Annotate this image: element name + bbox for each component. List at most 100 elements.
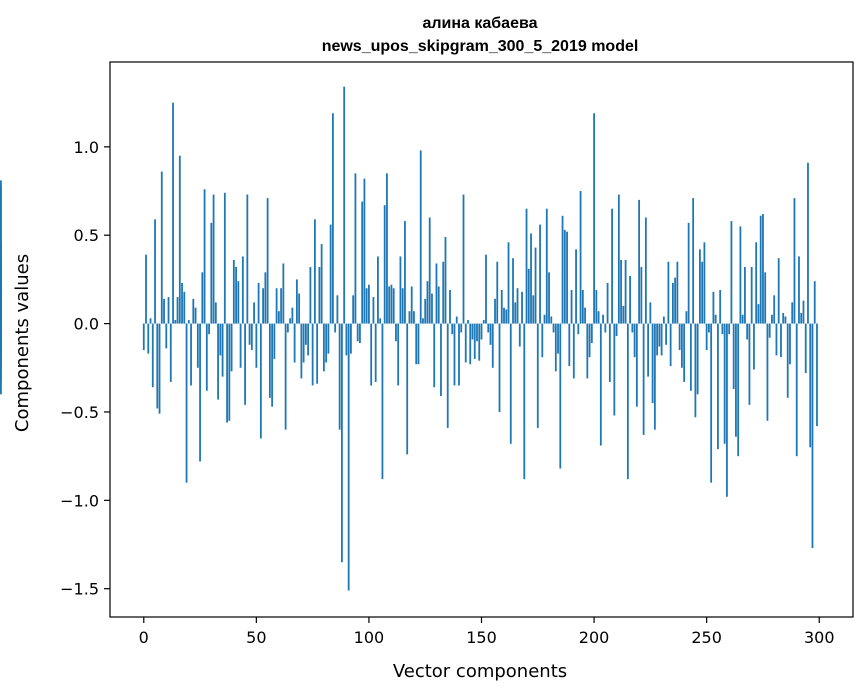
- bar: [633, 323, 636, 358]
- bar: [496, 261, 499, 324]
- x-tick-label: 200: [579, 628, 610, 647]
- bar: [410, 286, 413, 324]
- bar: [228, 323, 231, 421]
- bar: [721, 323, 724, 335]
- bar: [741, 314, 744, 324]
- bar: [566, 231, 568, 324]
- bar: [246, 194, 249, 324]
- bar: [768, 323, 771, 338]
- bar: [536, 323, 539, 428]
- bar: [282, 263, 285, 324]
- bar: [309, 267, 312, 324]
- bar: [334, 323, 337, 333]
- bar: [325, 323, 328, 363]
- bar: [590, 323, 593, 344]
- bar: [345, 323, 348, 356]
- bar: [680, 323, 683, 368]
- bar: [361, 201, 364, 324]
- bar: [363, 178, 366, 324]
- bar: [629, 275, 631, 324]
- y-tick-label: 1.0: [74, 138, 99, 157]
- bar: [561, 215, 564, 324]
- chart-subtitle: news_upos_skipgram_300_5_2019 model: [322, 38, 639, 55]
- bar: [248, 323, 251, 345]
- bar: [678, 323, 681, 351]
- bar: [552, 323, 555, 333]
- bar: [300, 323, 303, 379]
- bar: [579, 191, 582, 324]
- bar: [617, 194, 620, 324]
- bar: [656, 323, 659, 356]
- bar: [453, 323, 456, 386]
- x-tick-label: 50: [246, 628, 266, 647]
- bar: [660, 323, 663, 356]
- bar: [674, 277, 677, 324]
- y-tick-label: 0.5: [74, 226, 99, 245]
- bar: [183, 291, 186, 324]
- bar: [602, 314, 604, 324]
- bar: [581, 290, 584, 324]
- bar: [620, 259, 622, 324]
- bar: [757, 304, 760, 324]
- bar: [356, 323, 359, 342]
- bar: [482, 320, 485, 324]
- bar: [809, 323, 812, 448]
- bar: [223, 192, 226, 324]
- bar: [275, 288, 278, 324]
- bar: [0, 323, 2, 352]
- bar: [401, 288, 404, 324]
- bar: [332, 113, 334, 324]
- bar: [255, 323, 258, 368]
- bar: [604, 323, 607, 333]
- bar: [762, 214, 764, 324]
- bar: [444, 236, 447, 324]
- bar: [647, 323, 650, 377]
- bar: [554, 323, 557, 372]
- bar: [253, 302, 255, 324]
- bar: [527, 268, 530, 324]
- bar: [804, 323, 807, 374]
- bar: [338, 323, 341, 430]
- bar: [766, 323, 769, 421]
- bar: [708, 323, 710, 333]
- bar: [214, 302, 217, 324]
- bar: [608, 323, 611, 382]
- bar: [232, 259, 235, 324]
- bar: [530, 233, 532, 324]
- bar: [516, 288, 519, 324]
- bar: [176, 297, 179, 324]
- bar: [710, 323, 713, 483]
- bar: [798, 256, 800, 324]
- bar: [426, 281, 429, 324]
- bar: [446, 323, 449, 428]
- bar: [753, 323, 755, 370]
- x-tick-label: 250: [691, 628, 722, 647]
- bar: [464, 323, 467, 363]
- bar: [250, 323, 253, 351]
- bar: [550, 316, 553, 324]
- x-tick-label: 150: [466, 628, 497, 647]
- bar: [638, 199, 641, 324]
- bar: [320, 244, 323, 324]
- bar: [322, 323, 325, 372]
- bar: [606, 282, 609, 324]
- bar: [557, 323, 559, 354]
- y-tick-label: 0.0: [74, 315, 99, 334]
- bar: [257, 282, 260, 324]
- bar: [451, 323, 454, 335]
- bar: [505, 309, 508, 324]
- bar: [744, 267, 746, 324]
- bar: [613, 323, 616, 416]
- bar: [795, 323, 798, 457]
- bar: [507, 242, 510, 324]
- bar: [667, 261, 670, 324]
- bar: [386, 173, 388, 324]
- bar: [534, 247, 537, 324]
- bar: [428, 217, 431, 324]
- bar: [383, 205, 386, 324]
- bar: [588, 323, 591, 358]
- bar: [145, 254, 147, 324]
- bar: [559, 323, 562, 469]
- bar: [462, 194, 465, 324]
